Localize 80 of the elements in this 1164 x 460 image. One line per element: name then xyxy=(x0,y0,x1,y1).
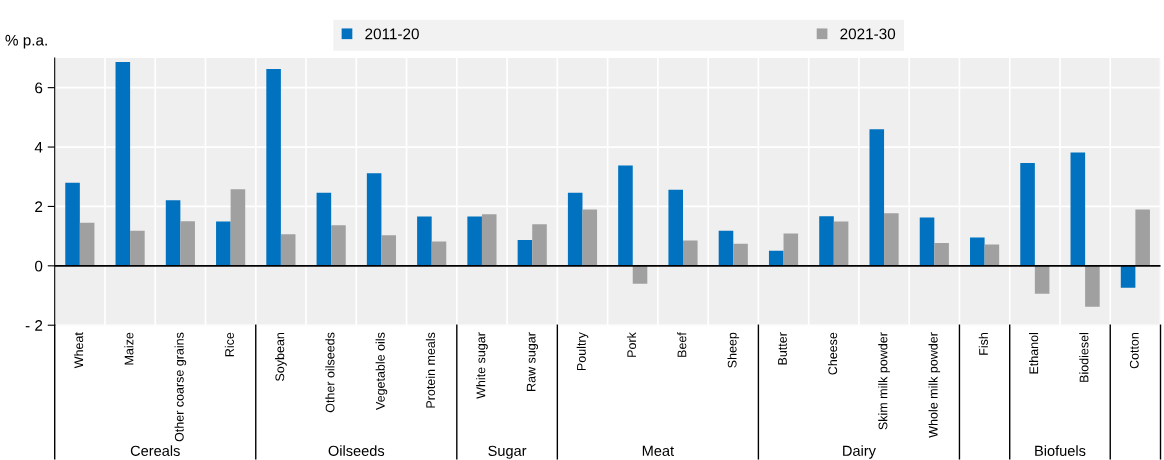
x-tick-label: Biodiesel xyxy=(1079,333,1089,382)
bar xyxy=(833,221,849,266)
bar xyxy=(467,216,482,266)
bar xyxy=(381,235,396,266)
y-tick-label: 2 xyxy=(35,201,43,212)
bar xyxy=(130,230,145,266)
bar xyxy=(1034,265,1050,294)
bar xyxy=(1070,152,1086,266)
bar xyxy=(1135,209,1150,266)
bar xyxy=(984,244,1000,266)
x-tick-label: Wheat xyxy=(74,332,84,369)
x-tick-label: Other coarse grains xyxy=(174,332,187,442)
bar xyxy=(266,68,281,266)
x-tick-label: Raw sugar xyxy=(526,332,539,391)
bar xyxy=(733,243,748,266)
x-tick-label: Fish xyxy=(978,332,988,355)
x-tick-label: Pork xyxy=(626,332,637,357)
x-tick-label: Vegetable oils xyxy=(375,332,388,410)
x-tick-label: Whole milk powder xyxy=(928,332,941,438)
bar xyxy=(819,216,834,266)
bar xyxy=(366,173,382,266)
x-tick-label: Rice xyxy=(224,332,234,357)
bar xyxy=(417,216,432,266)
x-tick-label: Ethanol xyxy=(1029,333,1039,374)
bar xyxy=(618,165,633,266)
legend-label: 2021-30 xyxy=(840,28,896,40)
bar xyxy=(783,233,799,266)
bar xyxy=(582,209,598,266)
bar xyxy=(431,241,447,266)
x-tick-label: Beef xyxy=(677,332,687,357)
bar xyxy=(632,265,648,284)
text: Oilseeds xyxy=(328,445,385,456)
bar xyxy=(180,221,195,266)
bar xyxy=(668,189,683,266)
bar xyxy=(481,214,497,266)
y-axis-title: % p.a. xyxy=(5,34,47,49)
bar xyxy=(884,213,899,266)
bar xyxy=(532,224,547,266)
x-tick-label: White sugar xyxy=(476,332,488,399)
bar xyxy=(869,129,885,266)
bar xyxy=(718,230,734,266)
text: Sugar xyxy=(488,445,527,459)
bar xyxy=(65,182,80,266)
bar xyxy=(165,200,181,266)
x-tick-label: Cotton xyxy=(1129,332,1139,369)
bar xyxy=(683,240,698,266)
y-tick-label: 0 xyxy=(35,260,43,272)
y-tick-label: 6 xyxy=(35,82,43,94)
y-tick-label: 4 xyxy=(34,142,43,153)
bar xyxy=(768,250,784,266)
x-tick-label: Poultry xyxy=(576,332,589,371)
x-tick-label: Maize xyxy=(124,332,134,365)
text: Dairy xyxy=(843,445,876,459)
x-tick-label: Protein meals xyxy=(425,332,436,408)
x-tick-label: Sheep xyxy=(727,332,740,368)
bar xyxy=(79,222,95,266)
legend-label: 2011-20 xyxy=(365,28,419,40)
bar xyxy=(934,242,949,266)
y-tick-label: - 2 xyxy=(25,320,43,331)
text: Biofuels xyxy=(1035,445,1086,456)
bar xyxy=(1120,265,1136,288)
bar xyxy=(280,234,296,266)
x-tick-label: Other oilseeds xyxy=(325,332,335,413)
bar xyxy=(970,237,985,266)
bar xyxy=(216,221,231,266)
bar xyxy=(316,192,332,266)
x-tick-label: Soybean xyxy=(275,332,287,381)
x-tick-label: Skim milk powder xyxy=(878,332,890,430)
bar xyxy=(230,189,246,266)
bar xyxy=(331,225,346,266)
bar xyxy=(567,192,583,266)
x-tick-label: Butter xyxy=(778,332,787,365)
text: Meat xyxy=(642,445,674,456)
bar xyxy=(919,217,935,266)
bar xyxy=(1085,265,1100,307)
bar xyxy=(115,62,131,266)
bar xyxy=(517,239,533,266)
x-tick-label: Cheese xyxy=(827,332,838,375)
bar xyxy=(1020,163,1035,266)
text: Cereals xyxy=(130,445,180,456)
